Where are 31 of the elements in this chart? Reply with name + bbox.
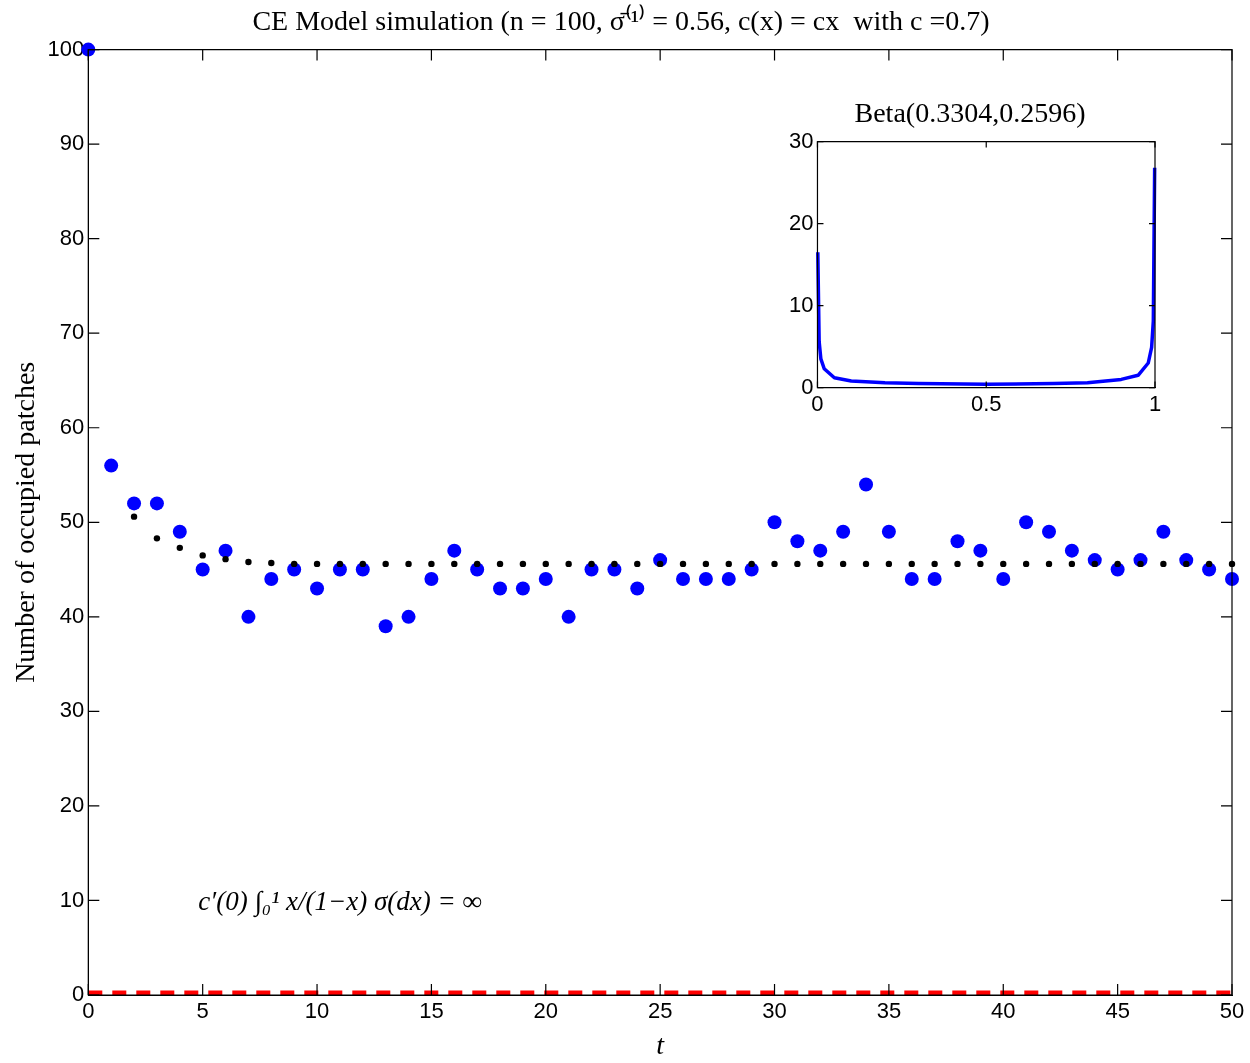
y-tick-label: 30 [59, 697, 85, 723]
y-axis-title: Number of occupied patches [9, 361, 41, 683]
chart-title: Beta(0.3304,0.2596) [854, 97, 1086, 129]
y-tick-label: 80 [59, 224, 85, 250]
y-tick-label: 10 [788, 291, 814, 317]
y-tick-label: 20 [59, 791, 85, 817]
y-tick-label: 70 [59, 319, 85, 345]
x-tick-label: 35 [876, 998, 902, 1024]
y-tick-label: 0 [801, 373, 814, 399]
y-tick-label: 100 [47, 35, 85, 61]
x-tick-label: 1 [1148, 390, 1162, 416]
x-axis-title: t [656, 1028, 666, 1060]
x-tick-label: 0.5 [970, 390, 1002, 416]
y-tick-label: 50 [59, 508, 85, 534]
y-tick-label: 20 [788, 209, 814, 235]
x-tick-label: 5 [196, 998, 209, 1024]
y-tick-label: 40 [59, 602, 85, 628]
y-tick-label: 60 [59, 413, 85, 439]
x-tick-label: 50 [1219, 998, 1245, 1024]
x-tick-label: 40 [991, 998, 1016, 1024]
y-tick-label: 90 [59, 130, 85, 156]
x-tick-label: 15 [419, 998, 444, 1024]
y-tick-label: 30 [788, 127, 814, 153]
x-tick-label: 10 [304, 998, 330, 1024]
x-tick-label: 30 [762, 998, 787, 1024]
x-tick-label: 20 [533, 998, 559, 1024]
y-tick-label: 10 [59, 886, 85, 912]
x-tick-label: 25 [647, 998, 673, 1024]
x-tick-label: 45 [1105, 998, 1130, 1024]
chart-title: CE Model simulation (n = 100, σ̄⁽¹⁾ = 0.56, c(x) = cx with c =0.7) [252, 4, 990, 37]
annotation: c′(0) ∫₀¹ x/(1−x) σ(dx) = ∞ [198, 886, 482, 919]
